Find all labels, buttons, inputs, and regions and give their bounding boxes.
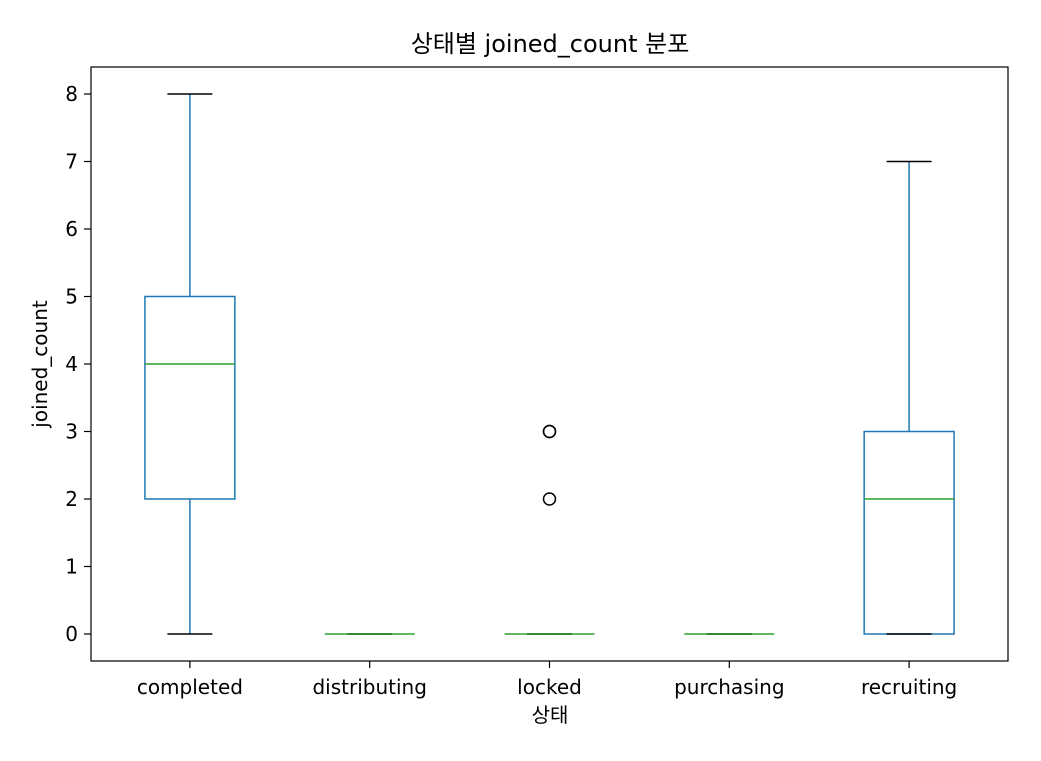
x-tick-label: purchasing xyxy=(674,675,784,699)
x-tick-label: recruiting xyxy=(861,675,957,699)
y-tick-label: 6 xyxy=(65,217,78,241)
y-tick-label: 0 xyxy=(65,622,78,646)
y-tick-label: 5 xyxy=(65,285,78,309)
box-group-completed xyxy=(144,93,236,635)
y-tick-label: 8 xyxy=(65,82,78,106)
box-marks xyxy=(144,93,955,635)
y-axis-label: joined_count xyxy=(28,300,52,429)
x-tick-label: distributing xyxy=(312,675,426,699)
x-tick-label: completed xyxy=(137,675,243,699)
y-tick-label: 4 xyxy=(65,352,78,376)
x-tick-label: locked xyxy=(517,675,582,699)
chart-title: 상태별 joined_count 분포 xyxy=(411,30,690,58)
box-group-locked xyxy=(504,424,595,635)
outlier-point xyxy=(542,424,557,439)
y-axis: 0 1 2 3 4 5 6 7 8 xyxy=(65,82,91,646)
y-tick-label: 7 xyxy=(65,150,78,174)
y-tick-label: 1 xyxy=(65,555,78,579)
x-axis: completed distributing locked purchasing rec… xyxy=(137,661,957,699)
outlier-point xyxy=(542,492,557,506)
iqr-box xyxy=(863,430,955,635)
iqr-box xyxy=(144,295,236,500)
y-tick-label: 3 xyxy=(65,420,78,444)
x-axis-label: 상태 xyxy=(532,703,569,727)
y-tick-label: 2 xyxy=(65,487,78,511)
box-group-recruiting xyxy=(863,160,955,635)
